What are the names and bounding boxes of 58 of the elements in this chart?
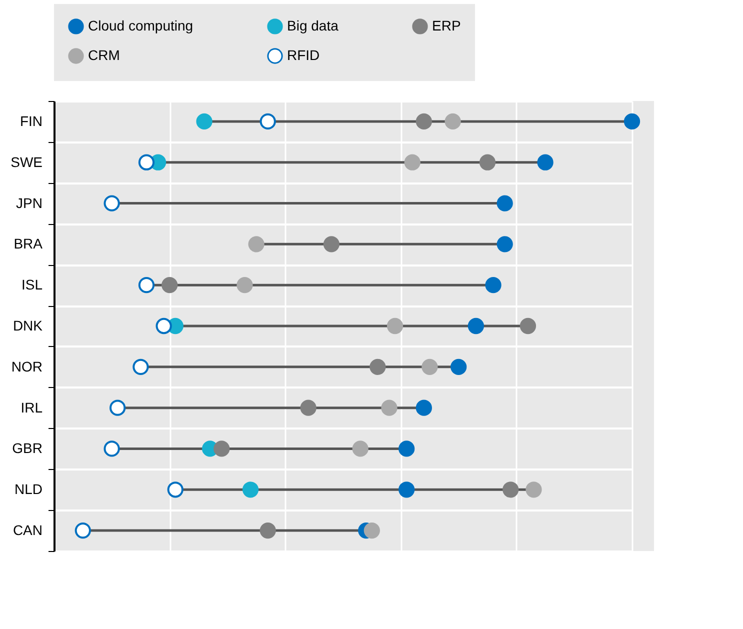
- point: [404, 154, 420, 170]
- point: [386, 318, 404, 334]
- point: [167, 482, 184, 498]
- y-tick-label: NLD: [14, 481, 42, 498]
- point: [496, 236, 513, 252]
- point: [364, 522, 380, 539]
- point: [110, 400, 126, 416]
- point: [104, 195, 120, 212]
- point: [260, 113, 276, 130]
- y-tick-label: SWE: [10, 154, 42, 170]
- point: [496, 195, 513, 212]
- point: [398, 482, 415, 498]
- legend-label: Big data: [287, 17, 339, 34]
- point: [162, 277, 178, 294]
- point: [352, 440, 368, 457]
- legend-label: CRM: [88, 47, 120, 63]
- y-tick-label: GBR: [12, 440, 42, 456]
- point: [242, 482, 259, 498]
- legend-label: RFID: [287, 47, 320, 63]
- point: [422, 358, 438, 375]
- point: [370, 358, 386, 375]
- point: [537, 154, 554, 170]
- y-tick-label: CAN: [12, 522, 42, 538]
- point: [323, 236, 340, 252]
- point: [74, 522, 91, 539]
- point: [526, 482, 542, 498]
- y-tick-label: IRL: [20, 399, 43, 416]
- point: [502, 482, 519, 498]
- point: [236, 277, 253, 294]
- point: [416, 113, 432, 130]
- y-tick-label: FIN: [20, 112, 42, 129]
- point: [468, 318, 484, 334]
- point: [104, 440, 120, 457]
- point: [444, 113, 461, 130]
- point: [260, 522, 276, 539]
- point: [479, 154, 496, 170]
- legend-label: ERP: [432, 17, 461, 34]
- legend-label: Cloud computing: [88, 17, 194, 34]
- point: [214, 440, 230, 457]
- y-tick-label: JPN: [16, 194, 42, 211]
- point: [485, 277, 502, 294]
- point: [624, 113, 640, 130]
- point: [416, 400, 432, 416]
- point: [196, 113, 212, 130]
- point: [132, 358, 149, 375]
- y-tick-label: BRA: [14, 236, 44, 252]
- point: [156, 318, 172, 334]
- point: [398, 440, 415, 457]
- point: [381, 400, 398, 416]
- point: [520, 318, 536, 334]
- point: [248, 236, 264, 252]
- y-tick-label: NOR: [11, 358, 42, 374]
- point: [300, 400, 316, 416]
- y-tick-label: ISL: [21, 276, 43, 293]
- y-tick-label: DNK: [12, 318, 44, 334]
- point: [138, 277, 155, 294]
- point: [138, 154, 155, 170]
- point: [450, 358, 467, 375]
